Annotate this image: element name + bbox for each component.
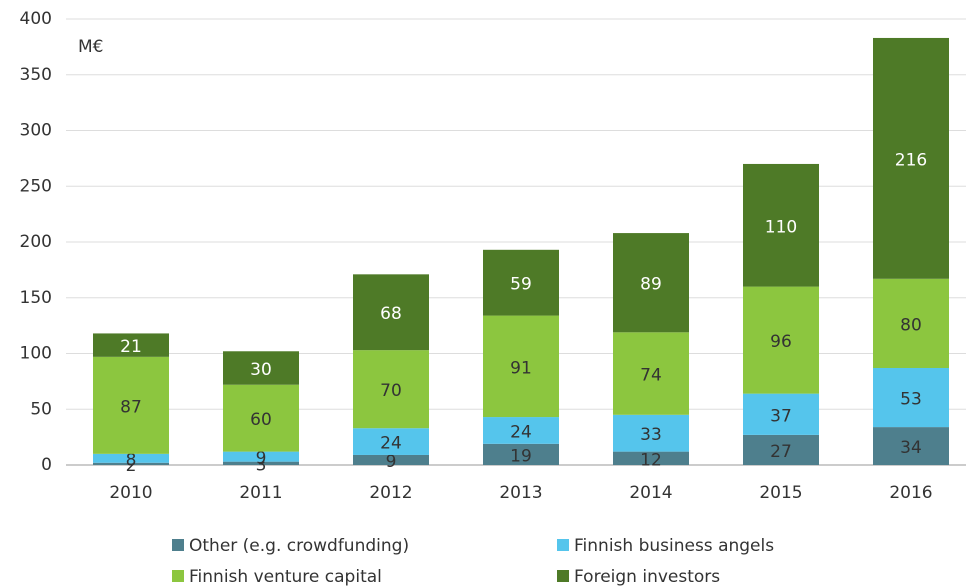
data-label: 110 xyxy=(765,217,797,237)
data-label: 80 xyxy=(900,315,922,335)
bar-segment xyxy=(223,351,299,385)
data-label: 87 xyxy=(120,397,142,417)
bar-segment xyxy=(93,462,169,465)
legend-swatch xyxy=(557,539,569,551)
bar-segment xyxy=(613,332,689,415)
y-tick-label: 50 xyxy=(30,399,52,419)
bar-segment xyxy=(223,451,299,462)
data-label: 30 xyxy=(250,360,272,380)
legend-label: Foreign investors xyxy=(574,567,720,587)
bar-segment xyxy=(743,163,819,287)
bar-segment xyxy=(613,233,689,333)
data-label: 9 xyxy=(386,452,397,472)
data-label: 74 xyxy=(640,366,662,386)
x-tick-label: 2016 xyxy=(889,483,932,503)
data-label: 59 xyxy=(510,275,532,295)
bar-segment xyxy=(483,417,559,444)
bar-segment xyxy=(873,37,949,279)
data-label: 60 xyxy=(250,410,272,430)
bar-segment xyxy=(483,315,559,418)
data-label: 89 xyxy=(640,275,662,295)
x-tick-label: 2011 xyxy=(239,483,282,503)
data-label: 96 xyxy=(770,332,792,352)
y-tick-label: 200 xyxy=(20,232,52,252)
bar-segment xyxy=(743,393,819,435)
y-tick-label: 400 xyxy=(20,9,52,29)
data-label: 216 xyxy=(895,150,927,170)
data-label: 3 xyxy=(256,455,267,475)
y-tick-label: 350 xyxy=(20,65,52,85)
x-tick-label: 2014 xyxy=(629,483,672,503)
x-tick-label: 2015 xyxy=(759,483,802,503)
y-tick-label: 0 xyxy=(41,455,52,475)
bar-segment xyxy=(93,453,169,463)
data-label: 24 xyxy=(510,422,532,442)
unit-label: M€ xyxy=(78,37,103,57)
bar-segment xyxy=(223,461,299,465)
legend-label: Finnish business angels xyxy=(574,536,774,556)
legend-label: Other (e.g. crowdfunding) xyxy=(189,536,409,556)
legend-swatch xyxy=(172,570,184,582)
bar-segment xyxy=(223,384,299,452)
x-tick-label: 2013 xyxy=(499,483,542,503)
bar-segment xyxy=(483,249,559,316)
data-label: 12 xyxy=(640,450,662,470)
bar-segment xyxy=(353,454,429,465)
bar-segment xyxy=(743,286,819,394)
data-label: 24 xyxy=(380,434,402,454)
data-label: 37 xyxy=(770,406,792,426)
bar-segment xyxy=(613,451,689,465)
bar-segment xyxy=(873,427,949,465)
y-tick-label: 250 xyxy=(20,176,52,196)
data-label: 19 xyxy=(510,446,532,466)
bar-segment xyxy=(483,443,559,465)
data-label: 2 xyxy=(126,456,137,476)
bar-segment xyxy=(353,274,429,351)
bar-segment xyxy=(353,350,429,429)
bar-segment xyxy=(93,356,169,454)
data-label: 27 xyxy=(770,442,792,462)
y-tick-label: 100 xyxy=(20,344,52,364)
data-label: 33 xyxy=(640,425,662,445)
data-label: 68 xyxy=(380,304,402,324)
y-tick-label: 300 xyxy=(20,121,52,141)
legend-swatch xyxy=(557,570,569,582)
bar-segment xyxy=(743,434,819,465)
legend-swatch xyxy=(172,539,184,551)
bar-segment xyxy=(873,367,949,428)
bar-segment xyxy=(613,414,689,452)
bar-segment xyxy=(873,278,949,368)
data-label: 91 xyxy=(510,358,532,378)
data-label: 53 xyxy=(900,390,922,410)
data-label: 70 xyxy=(380,381,402,401)
data-label: 9 xyxy=(256,449,267,469)
x-tick-label: 2010 xyxy=(109,483,152,503)
data-label: 21 xyxy=(120,337,142,357)
data-label: 8 xyxy=(126,450,137,470)
legend-label: Finnish venture capital xyxy=(189,567,382,587)
y-tick-label: 150 xyxy=(20,288,52,308)
x-tick-label: 2012 xyxy=(369,483,412,503)
bar-segment xyxy=(93,333,169,357)
data-label: 34 xyxy=(900,438,922,458)
bar-segment xyxy=(353,428,429,455)
